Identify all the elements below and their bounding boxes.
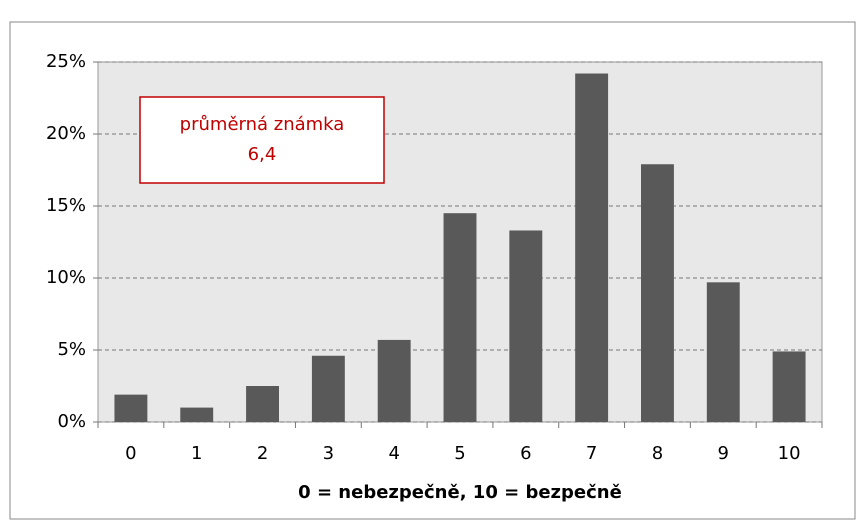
bar: [706, 282, 740, 422]
y-tick-label: 25%: [46, 51, 86, 72]
bar: [641, 164, 674, 423]
annotation-text: 6,4: [248, 144, 277, 165]
bar: [311, 355, 345, 422]
x-tick-label: 6: [520, 443, 531, 464]
bar: [575, 73, 609, 423]
bar: [114, 394, 148, 422]
x-tick-label: 8: [652, 443, 663, 464]
x-tick-label: 10: [778, 443, 801, 464]
y-tick-label: 20%: [46, 123, 86, 144]
bar: [509, 230, 543, 422]
y-tick-label: 15%: [46, 195, 86, 216]
x-tick-label: 9: [718, 443, 729, 464]
x-tick-label: 5: [454, 443, 465, 464]
y-tick-label: 10%: [46, 267, 86, 288]
y-tick-label: 5%: [57, 339, 86, 360]
bar: [772, 351, 806, 422]
annotation-box: [139, 96, 385, 184]
x-tick-label: 2: [257, 443, 268, 464]
x-tick-label: 7: [586, 443, 597, 464]
bar: [443, 213, 477, 422]
x-tick-label: 0: [125, 443, 136, 464]
y-tick-label: 0%: [57, 411, 86, 432]
x-tick-label: 4: [388, 443, 399, 464]
x-axis-label: 0 = nebezpečně, 10 = bezpečně: [298, 482, 622, 503]
x-tick-label: 3: [323, 443, 334, 464]
x-tick-label: 1: [191, 443, 202, 464]
annotation-text: průměrná známka: [180, 114, 345, 135]
bar: [377, 339, 411, 422]
bar: [246, 386, 279, 422]
bar: [180, 407, 214, 422]
